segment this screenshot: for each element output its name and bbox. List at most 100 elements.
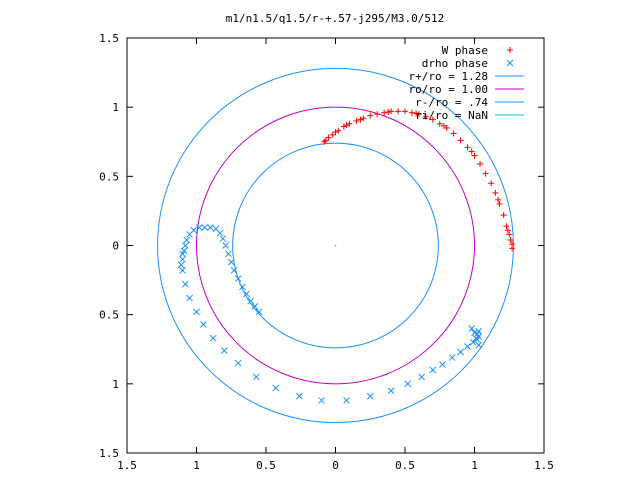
w-phase-point [385,109,392,116]
drho-phase-point [234,275,242,283]
drho-phase-point [318,397,325,404]
drho-phase-point [247,297,255,305]
x-tick-label: 1.5 [534,459,554,472]
drho-phase-point [186,294,193,302]
drho-phase-point [234,359,242,367]
y-tick-label: 1 [112,378,119,391]
drho-phase-point [195,224,203,231]
w-phase-point [408,109,415,116]
y-tick-label: 1 [112,101,119,114]
drho-phase-point [464,343,471,350]
w-phase-point [488,180,495,187]
drho-phase-point [177,261,185,269]
drho-phase-point [179,250,186,258]
drho-phase-point [239,283,246,291]
y-tick-label: 0.5 [99,170,119,183]
drho-phase-point [343,397,350,404]
w-phase-point [325,134,332,141]
drho-phase-point [207,224,214,231]
w-phase-point [507,236,514,243]
w-phase-point [340,123,347,130]
w-phase-point [422,113,429,120]
drho-phase-point [272,384,280,392]
drho-phase-point [471,329,478,337]
chart-title: m1/n1.5/q1.5/r-+.57-j295/M3.0/512 [226,12,445,25]
w-phase-point [360,115,367,122]
y-tick-label: 0.5 [99,309,119,322]
drho-phase-point [201,224,209,231]
w-phase-point [413,110,420,117]
drho-phase-point [255,308,263,316]
w-phase-point [332,129,339,136]
w-phase-point [457,137,464,144]
drho-phase-point [222,242,230,249]
w-phase-point [381,109,388,116]
radius-circles [157,67,514,424]
drho-phase-point [418,373,426,381]
drho-phase-point [439,361,446,368]
w-phase-point [329,131,336,138]
w-phase-point [450,130,457,137]
w-phase-point [367,112,374,119]
w-phase-point [436,120,443,127]
drho-phase-point [179,255,186,263]
drho-phase-point [230,267,238,274]
legend-w-phase-symbol [507,47,513,53]
drho-phase-point [469,338,477,346]
w-phase-point [464,144,471,151]
drho-phase-point [212,225,220,233]
legend-label: drho phase [422,57,488,70]
w-phase-point [495,196,502,203]
w-phase-point [509,245,516,252]
x-tick-label: 0.5 [395,459,415,472]
w-phase-point [496,201,503,207]
data-markers [177,108,516,404]
drho-phase-point [179,267,186,274]
w-phase-point [477,160,484,167]
w-phase-point [429,116,436,123]
center-marker [334,244,337,247]
drho-phase-point [387,387,395,395]
drho-phase-point [404,380,412,388]
drho-phase-point [475,341,483,349]
drho-phase-point [186,231,193,238]
drho-phase-point [429,366,437,374]
drho-phase-point [209,334,217,342]
drho-phase-point [252,373,260,381]
w-phase-point [500,212,507,219]
drho-phase-point [227,258,235,266]
drho-phase-point [220,347,228,354]
drho-phase-point [448,354,456,361]
circle-r-ro [232,142,439,349]
legend-label: r+/ro = 1.28 [409,70,488,83]
legend-label: ro/ro = 1.00 [409,83,488,96]
legend-drho-phase-symbol [506,59,514,67]
drho-phase-point [243,290,250,298]
drho-phase-point [475,327,483,335]
legend-label: r-/ro = .74 [415,96,488,109]
x-tick-label: 0.5 [256,459,276,472]
w-phase-point [346,120,353,127]
drho-phase-point [468,325,476,332]
drho-phase-point [200,320,207,328]
w-phase-point [374,111,381,118]
w-phase-point [471,152,478,159]
drho-phase-point [296,392,303,400]
w-phase-point [357,116,364,123]
w-phase-point [415,111,422,118]
w-phase-point [395,108,402,115]
w-phase-point [503,223,510,230]
drho-phase-point [182,242,189,249]
w-phase-point [468,148,475,155]
x-tick-label: 1 [193,459,200,472]
x-tick-label: 1.5 [117,459,137,472]
x-tick-label: 1 [471,459,478,472]
y-tick-label: 1.5 [99,447,119,460]
legend-label: ri/ro = NaN [415,109,488,122]
drho-phase-point [473,336,481,343]
w-phase-point [335,127,342,134]
drho-phase-point [183,236,191,244]
w-phase-point [402,108,408,115]
